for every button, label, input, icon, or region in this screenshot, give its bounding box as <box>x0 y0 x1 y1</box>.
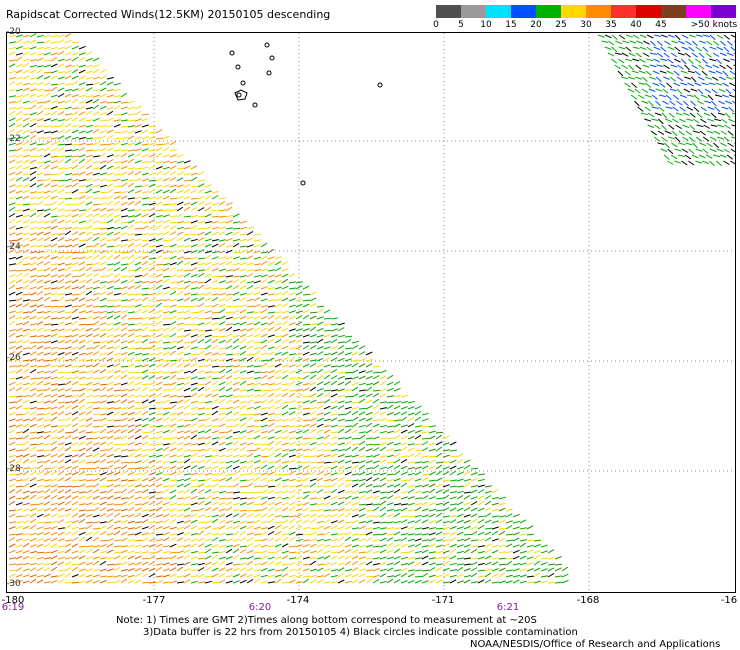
wind-swath-left <box>8 33 569 584</box>
scale-label: 20 <box>530 20 542 30</box>
scale-swatch <box>436 5 461 18</box>
scale-swatch <box>661 5 686 18</box>
scale-swatch <box>711 5 736 18</box>
note-line-3: NOAA/NESDIS/Office of Research and Appli… <box>470 639 721 650</box>
time-label: 6:20 <box>248 602 272 613</box>
lat-label: -22 <box>6 134 21 144</box>
wind-swath-right <box>597 34 735 167</box>
map-title: Rapidscat Corrected Winds(12.5KM) 201501… <box>6 8 331 21</box>
island <box>377 82 383 88</box>
scale-label: 30 <box>580 20 592 30</box>
scale-swatch <box>636 5 661 18</box>
lon-label: -180 <box>1 595 25 606</box>
scale-label: 10 <box>480 20 492 30</box>
lat-label: -30 <box>6 579 21 589</box>
lon-label: -177 <box>142 595 166 606</box>
note-line-2: 3)Data buffer is 22 hrs from 20150105 4)… <box>143 627 578 638</box>
island <box>234 89 248 101</box>
island <box>264 42 270 48</box>
scale-label: >50 knots <box>690 20 738 30</box>
lon-label: -168 <box>576 595 600 606</box>
island <box>240 80 246 86</box>
scale-label: 5 <box>458 20 464 30</box>
island <box>235 64 241 70</box>
scale-label: 45 <box>655 20 667 30</box>
scale-swatch <box>511 5 536 18</box>
island <box>266 70 272 76</box>
scale-swatch <box>536 5 561 18</box>
island <box>300 180 306 186</box>
lat-label: -28 <box>6 464 21 474</box>
island <box>269 55 275 61</box>
time-label: 6:19 <box>1 602 25 613</box>
wind-map-canvas <box>7 33 735 592</box>
lon-label: -171 <box>431 595 455 606</box>
island <box>236 92 242 98</box>
lat-label: -26 <box>6 353 21 363</box>
scale-label: 40 <box>630 20 642 30</box>
lat-label: -24 <box>6 242 21 252</box>
scale-swatch <box>461 5 486 18</box>
island <box>252 102 258 108</box>
time-label: 6:21 <box>496 602 520 613</box>
scale-swatch <box>486 5 511 18</box>
scale-swatch <box>686 5 711 18</box>
scale-swatch <box>611 5 636 18</box>
scale-swatch <box>586 5 611 18</box>
scale-swatch <box>561 5 586 18</box>
scale-label: 15 <box>505 20 517 30</box>
lat-label: -20 <box>6 27 21 37</box>
note-line-1: Note: 1) Times are GMT 2)Times along bot… <box>116 615 537 626</box>
wind-map[interactable] <box>6 32 736 593</box>
lon-label: -16 <box>720 595 738 606</box>
scale-label: 25 <box>555 20 567 30</box>
scale-label: 0 <box>433 20 439 30</box>
lon-label: -174 <box>286 595 310 606</box>
scale-label: 35 <box>605 20 617 30</box>
island <box>229 50 235 56</box>
